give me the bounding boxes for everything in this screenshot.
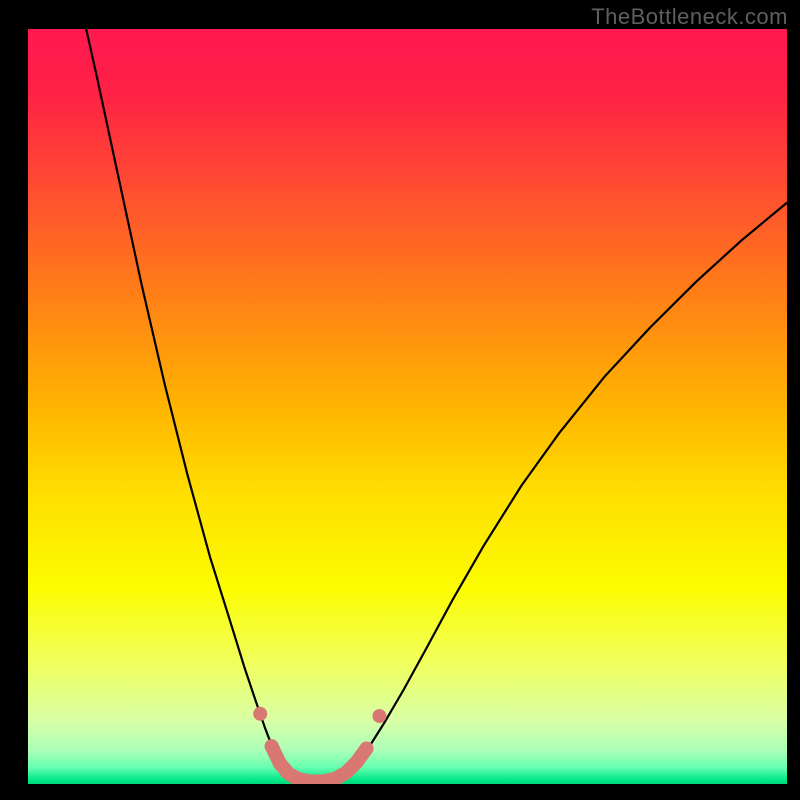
- optimal-range-dot: [339, 766, 353, 780]
- optimal-range-dot: [372, 709, 386, 723]
- optimal-range-dot: [253, 707, 267, 721]
- optimal-range-dot: [360, 742, 374, 756]
- optimal-range-dot: [265, 739, 279, 753]
- plot-background: [28, 29, 787, 784]
- bottleneck-curve-chart: [0, 0, 800, 800]
- watermark-text: TheBottleneck.com: [591, 4, 788, 30]
- optimal-range-dot: [350, 755, 364, 769]
- optimal-range-dot: [302, 774, 316, 788]
- chart-frame: TheBottleneck.com: [0, 0, 800, 800]
